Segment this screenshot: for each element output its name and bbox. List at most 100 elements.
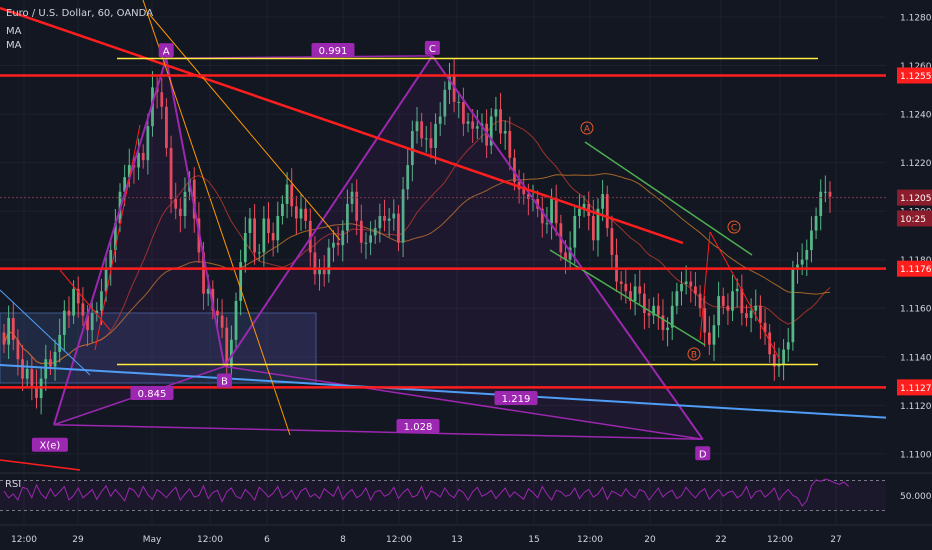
candle-body [452, 75, 456, 102]
candle-body [759, 305, 762, 323]
candle-body [100, 291, 103, 311]
pattern-leg-3 [431, 55, 704, 440]
price-label-2: 10:25 [900, 215, 926, 225]
candle-body [62, 310, 66, 335]
candle-body [415, 121, 419, 132]
fib-fan-orange [142, 0, 291, 436]
candle-body [508, 131, 512, 158]
candle-body [216, 310, 219, 316]
candle-body [823, 191, 827, 193]
candle-body [717, 296, 721, 326]
grid [0, 0, 886, 525]
wave-circle-2 [687, 347, 701, 361]
candle-body [819, 191, 823, 217]
candle-body [410, 131, 414, 166]
price-tick-7: 1.11400 [900, 353, 932, 363]
candle-body [828, 191, 832, 197]
price-axis[interactable]: 1.128001.126001.124001.122001.120001.118… [886, 0, 932, 550]
candle-body [703, 308, 707, 333]
candle-body [429, 138, 433, 149]
candle-body [619, 281, 623, 284]
candle-body [276, 216, 280, 241]
candle-body [49, 359, 52, 367]
candle-body [800, 259, 804, 265]
time-tick-5: 8 [340, 535, 346, 545]
time-axis[interactable]: 12:00 29 May 12:00 6 8 12:00 13 15 12:00 20 22 12:00… [0, 524, 932, 545]
candle-body [605, 194, 609, 229]
candle-body [601, 194, 605, 209]
candle-body [424, 138, 428, 140]
candle-body [304, 208, 308, 221]
support-blue-line [0, 364, 893, 419]
candle-body [58, 334, 62, 352]
candle-body [578, 208, 581, 217]
candle-body [151, 87, 154, 127]
pattern-leg-5 [224, 365, 703, 441]
time-tick-1: 29 [72, 535, 84, 545]
candle-body [397, 213, 400, 243]
candle-body [11, 317, 15, 340]
candle-body [271, 233, 275, 241]
ratio-label-2: 1.219 [502, 394, 531, 405]
time-tick-0: 12:00 [11, 535, 37, 545]
candle-body [768, 332, 772, 355]
candle-body [341, 230, 345, 246]
candle-body [749, 310, 753, 318]
time-tick-6: 12:00 [386, 535, 412, 545]
candle-body [109, 249, 113, 270]
candle-body [239, 262, 243, 301]
candle-body [267, 218, 270, 233]
candle-body [513, 157, 516, 183]
pattern-labels: X(e) A B C D 0.991 0.845 1.219 1.028 A C B [31, 40, 741, 461]
candle-body [647, 313, 651, 316]
candle-body [675, 291, 679, 306]
candle-body [610, 228, 614, 255]
indicator-ma-1[interactable]: MA [6, 26, 22, 37]
pattern-leg-7 [53, 423, 703, 441]
time-tick-9: 12:00 [577, 535, 603, 545]
price-tick-0: 1.12800 [900, 13, 932, 23]
price-tick-3: 1.12200 [900, 159, 932, 169]
indicator-ma-2[interactable]: MA [6, 40, 22, 51]
point-label-0-bg [31, 437, 68, 452]
candle-body [392, 213, 396, 219]
candle-body [174, 199, 178, 209]
time-tick-8: 15 [528, 535, 539, 545]
candle-body [229, 339, 233, 367]
zone-rectangle [0, 312, 317, 384]
candle-body [457, 101, 461, 103]
time-tick-12: 12:00 [767, 535, 793, 545]
price-label-1: 1.12056 [900, 194, 932, 204]
candle-body [243, 233, 247, 263]
candle-body [146, 126, 150, 161]
candle-body [257, 252, 261, 254]
candle-body [44, 359, 48, 379]
red-wave-line-3 [699, 231, 711, 341]
candle-body [434, 123, 437, 149]
candle-body [448, 75, 451, 90]
candle-body [220, 315, 224, 328]
candle-body [373, 228, 377, 236]
candle-body [104, 269, 108, 292]
candle-body [206, 288, 210, 294]
candle-body [684, 281, 688, 284]
candle-body [113, 223, 117, 250]
candle-body [21, 359, 24, 379]
candle-body [183, 191, 187, 217]
price-tick-8: 1.11200 [900, 402, 932, 412]
time-tick-11: 22 [715, 535, 726, 545]
time-tick-13: 27 [830, 535, 841, 545]
candle-body [489, 116, 493, 146]
symbol-title[interactable]: Euro / U.S. Dollar, 60, OANDA [6, 8, 154, 19]
rsi-line [3, 478, 849, 507]
rsi-indicator-label[interactable]: RSI [5, 479, 22, 490]
candle-body [76, 288, 80, 304]
candle-body [290, 184, 294, 207]
candle-body [346, 203, 349, 231]
candle-body [629, 291, 632, 301]
fib-fan-orange-2 [149, 14, 341, 241]
point-label-3-bg [424, 40, 440, 55]
point-label-0: X(e) [40, 441, 61, 452]
candle-body [443, 89, 447, 117]
